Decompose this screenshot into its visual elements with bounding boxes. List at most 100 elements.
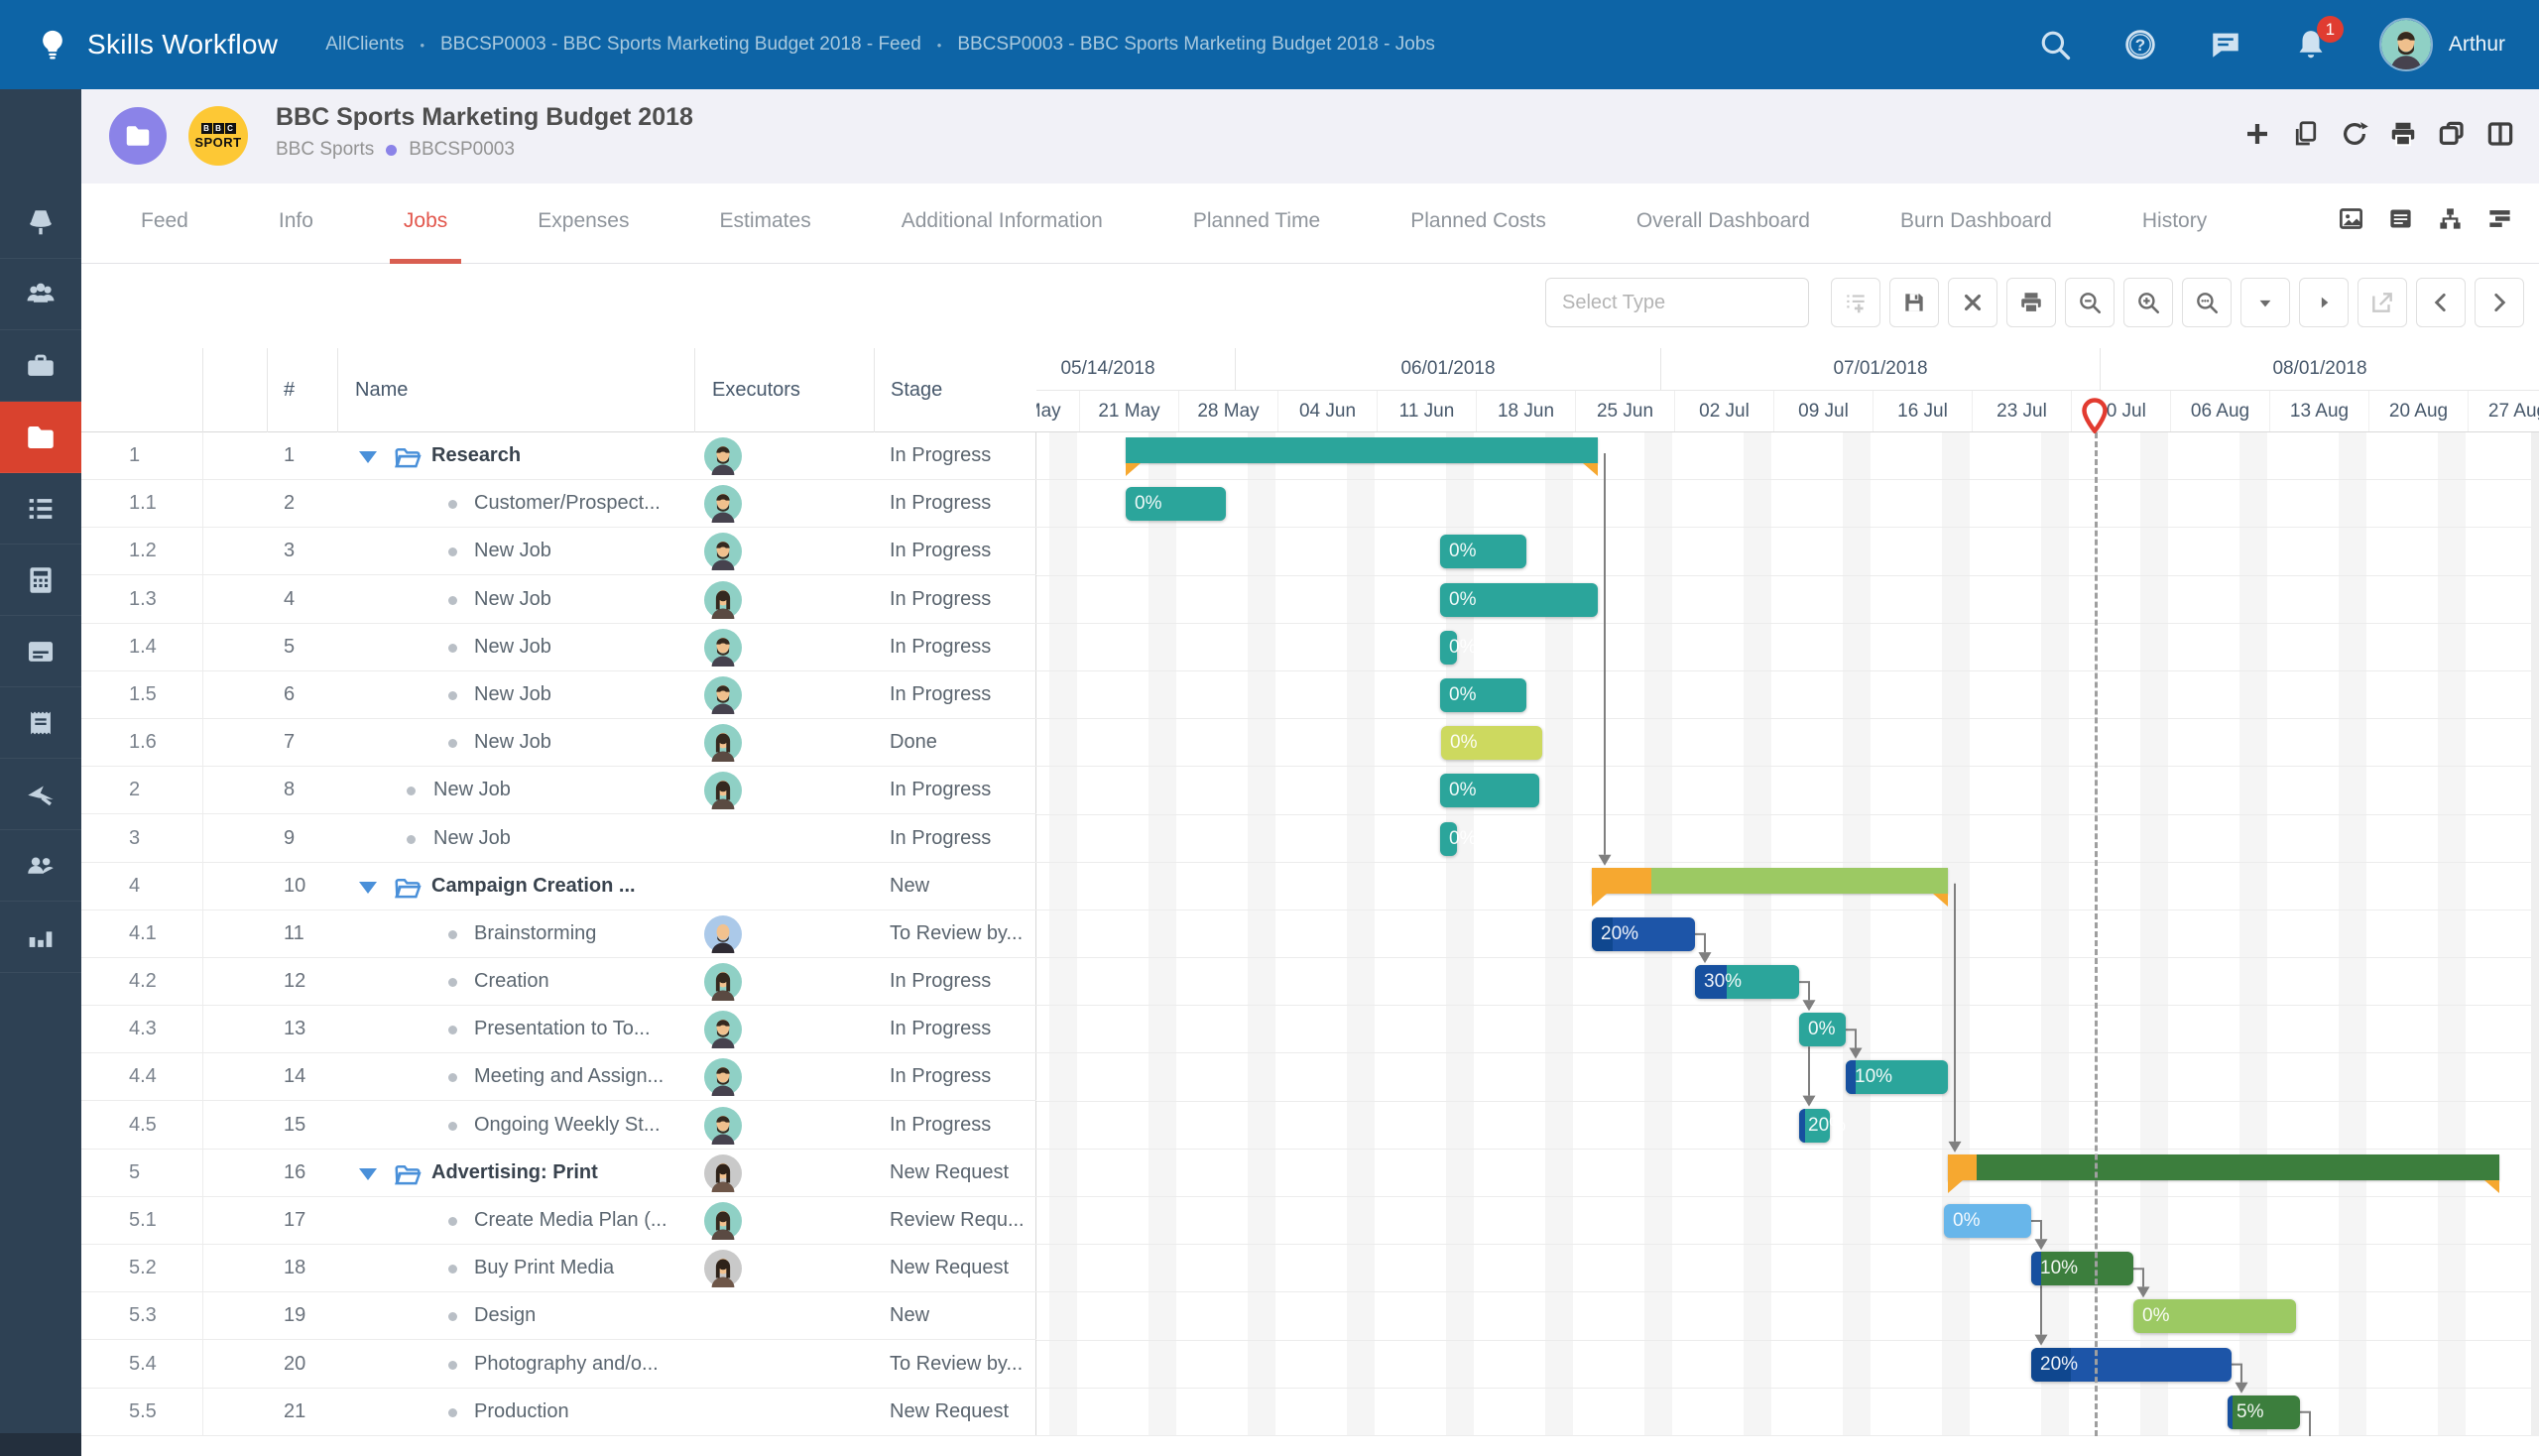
gantt-bar-20[interactable]: 20% [2031,1347,2232,1382]
copy-icon[interactable] [2291,119,2321,149]
gantt-bar-5[interactable]: 0% [1440,630,1476,665]
tab-expenses[interactable]: Expenses [538,209,630,232]
executor-avatar[interactable] [704,485,742,524]
table-row-20[interactable]: 5.4 20 Photography and/o... To Review by… [81,1341,1036,1389]
sidebar-item-team[interactable] [0,259,81,330]
breadcrumb-item[interactable]: BBCSP0003 - BBC Sports Marketing Budget … [440,34,921,55]
gantt-bar-19[interactable]: 0% [2133,1299,2296,1334]
gantt-bar-18[interactable]: 10% [2031,1252,2133,1286]
table-row-2[interactable]: 1.1 2 Customer/Prospect... In Progress [81,480,1036,529]
gantt-bar-6[interactable]: 0% [1440,677,1526,712]
tab-info[interactable]: Info [278,209,313,232]
table-row-8[interactable]: 2 8 New Job In Progress [81,767,1036,815]
chevron-left-button[interactable] [2416,278,2466,327]
sidebar-item-receipt[interactable] [0,687,81,759]
gantt-summary-bar-1[interactable] [1126,437,1598,476]
table-row-5[interactable]: 1.4 5 New Job In Progress [81,624,1036,671]
windows-icon[interactable] [2437,119,2467,149]
zoom-out-button[interactable] [2065,278,2115,327]
tab-feed[interactable]: Feed [141,209,188,232]
gantt-bar-11[interactable]: 20% [1592,916,1695,951]
table-row-10[interactable]: 4 10 Campaign Creation ... New [81,863,1036,910]
executor-avatar[interactable] [704,628,742,667]
tab-burn-dashboard[interactable]: Burn Dashboard [1899,209,2052,232]
tab-estimates[interactable]: Estimates [719,209,811,232]
gantt-bar-3[interactable]: 0% [1440,535,1526,569]
save-button[interactable] [1889,278,1939,327]
gantt-bar-13[interactable]: 0% [1799,1013,1846,1047]
gantt-bar-15[interactable]: 20% [1799,1108,1846,1143]
table-row-13[interactable]: 4.3 13 Presentation to To... In Progress [81,1006,1036,1054]
table-row-12[interactable]: 4.2 12 Creation In Progress [81,958,1036,1007]
project-folder-badge-icon[interactable] [109,107,167,165]
table-row-14[interactable]: 4.4 14 Meeting and Assign... In Progress [81,1053,1036,1102]
sidebar-item-timesheet-card[interactable] [0,616,81,687]
table-row-19[interactable]: 5.3 19 Design New [81,1292,1036,1341]
cancel-button[interactable] [1948,278,1997,327]
table-row-21[interactable]: 5.5 21 Production New Request [81,1389,1036,1436]
gantt-summary-bar-16[interactable] [1948,1153,2499,1193]
sidebar-item-task-list[interactable] [0,473,81,545]
chat-icon[interactable] [2209,28,2242,61]
gantt-bar-7[interactable]: 0% [1441,726,1542,761]
table-row-11[interactable]: 4.1 11 Brainstorming To Review by... [81,910,1036,958]
tab-overall-dashboard[interactable]: Overall Dashboard [1635,209,1810,232]
executor-avatar[interactable] [704,580,742,619]
zoom-in-button[interactable] [2123,278,2173,327]
tab-jobs[interactable]: Jobs [389,183,462,264]
table-row-17[interactable]: 5.1 17 Create Media Plan (... Review Req… [81,1197,1036,1246]
table-row-16[interactable]: 5 16 Advertising: Print New Request [81,1150,1036,1197]
executor-avatar[interactable] [704,437,742,475]
print-button[interactable] [2006,278,2056,327]
print-icon[interactable] [2388,119,2418,149]
zoom-fit-button[interactable] [2182,278,2232,327]
gantt-bar-9[interactable]: 0% [1440,821,1476,856]
executor-avatar[interactable] [704,533,742,571]
tab-planned-time[interactable]: Planned Time [1192,209,1321,232]
executor-avatar[interactable] [704,1202,742,1241]
search-icon[interactable] [2038,28,2072,61]
help-icon[interactable]: ? [2123,28,2157,61]
tab-planned-costs[interactable]: Planned Costs [1410,209,1546,232]
executor-avatar[interactable] [704,1153,742,1192]
executor-avatar[interactable] [704,914,742,953]
table-row-3[interactable]: 1.2 3 New Job In Progress [81,528,1036,576]
sidebar-item-bar-chart[interactable] [0,902,81,973]
table-row-15[interactable]: 4.5 15 Ongoing Weekly St... In Progress [81,1102,1036,1150]
gantt-bar-4[interactable]: 0% [1440,582,1598,617]
sidebar-item-projects-folder[interactable] [0,402,81,473]
gantt-bar-17[interactable]: 0% [1944,1204,2031,1239]
executor-avatar[interactable] [704,1058,742,1097]
caret-right-button[interactable] [2299,278,2349,327]
table-row-18[interactable]: 5.2 18 Buy Print Media New Request [81,1245,1036,1293]
table-row-6[interactable]: 1.5 6 New Job In Progress [81,671,1036,719]
gantt-bar-12[interactable]: 30% [1695,965,1799,1000]
gantt-view-icon[interactable] [2486,205,2513,232]
collapse-triangle-icon[interactable] [359,881,377,894]
split-columns-icon[interactable] [2485,119,2515,149]
gantt-summary-bar-10[interactable] [1592,867,1948,907]
table-row-1[interactable]: 1 1 Research In Progress [81,432,1036,480]
executor-avatar[interactable] [704,1106,742,1145]
tab-history[interactable]: History [2141,209,2208,232]
collapse-triangle-icon[interactable] [359,451,377,463]
breadcrumb-item[interactable]: BBCSP0003 - BBC Sports Marketing Budget … [957,34,1435,55]
gantt-bar-21[interactable]: 5% [2228,1395,2300,1429]
user-name[interactable]: Arthur [2448,33,2505,56]
table-view-icon[interactable] [2387,205,2414,232]
gantt-bar-14[interactable]: 10% [1846,1060,1948,1095]
table-row-9[interactable]: 3 9 New Job In Progress [81,815,1036,863]
refresh-icon[interactable] [2340,119,2369,149]
vertical-scrollbar[interactable] [2531,432,2539,1436]
gantt-bar-8[interactable]: 0% [1440,774,1539,808]
sidebar-item-briefcase[interactable] [0,330,81,402]
table-row-7[interactable]: 1.6 7 New Job Done [81,719,1036,768]
caret-down-button[interactable] [2240,278,2290,327]
sidebar-item-beacon[interactable] [0,187,81,259]
tab-additional-information[interactable]: Additional Information [901,209,1103,232]
executor-avatar[interactable] [704,675,742,714]
sidebar-item-calculator[interactable] [0,545,81,616]
executor-avatar[interactable] [704,963,742,1002]
collapse-triangle-icon[interactable] [359,1167,377,1180]
sidebar-item-contacts[interactable] [0,830,81,902]
